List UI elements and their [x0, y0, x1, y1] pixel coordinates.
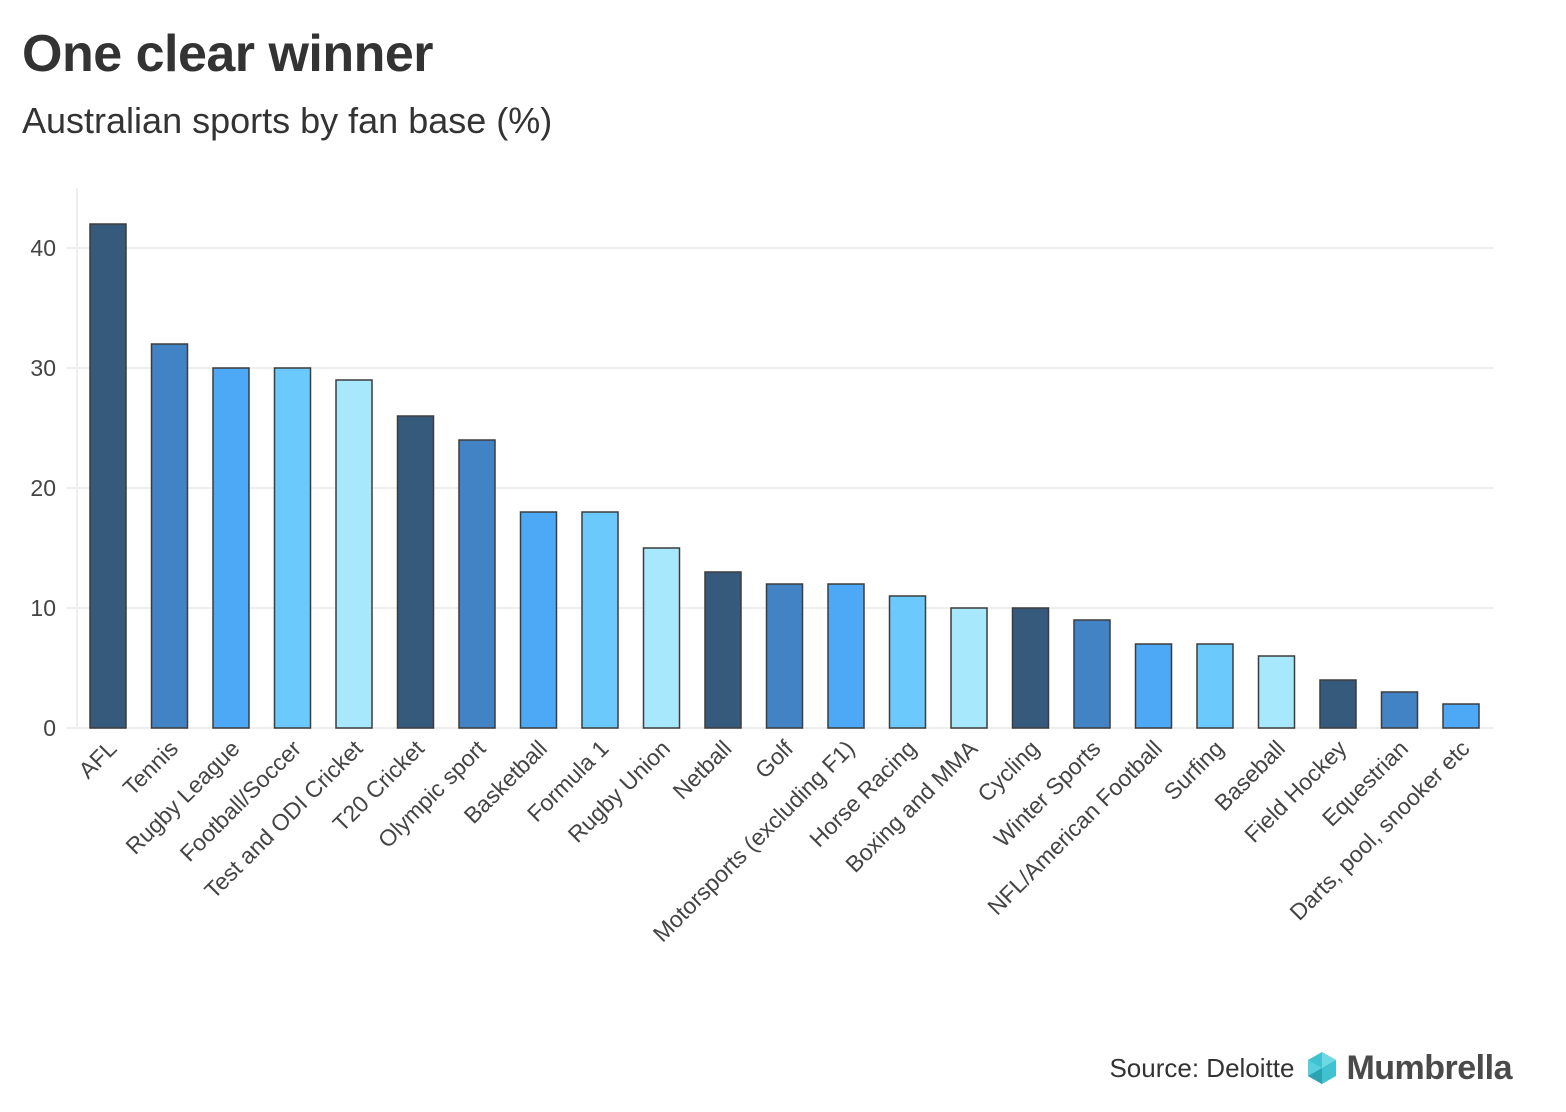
chart-subtitle: Australian sports by fan base (%) [22, 100, 553, 141]
bar [519, 511, 558, 729]
bar [642, 547, 681, 729]
bar [950, 607, 988, 729]
bar [1196, 643, 1234, 729]
bar [458, 439, 496, 729]
mumbrella-logo-icon [1308, 1052, 1337, 1084]
bar [704, 571, 742, 729]
bar [765, 583, 804, 729]
bar [827, 583, 865, 729]
bars [89, 223, 1480, 729]
bar [335, 379, 373, 729]
bar [150, 343, 189, 729]
bar [1380, 691, 1419, 729]
bar [212, 367, 250, 729]
bar [1257, 655, 1296, 729]
footer: Source: Deloitte Mumbrella [1109, 1044, 1512, 1092]
bar [1319, 679, 1357, 729]
bar [581, 511, 619, 729]
bar [888, 595, 927, 729]
x-tick-label: Olympic sport [373, 735, 491, 853]
y-tick-label: 10 [30, 595, 56, 621]
brand-logo-text: Mumbrella [1346, 1048, 1512, 1087]
bar [89, 223, 127, 729]
chart-title: One clear winner [22, 25, 434, 83]
source-credit: Source: Deloitte [1109, 1052, 1295, 1083]
bar [1011, 607, 1050, 729]
bar [1073, 619, 1111, 729]
bar [1442, 703, 1480, 729]
y-tick-label: 0 [43, 715, 56, 741]
bar [273, 367, 312, 729]
x-tick-label: Golf [750, 735, 799, 784]
bar [396, 415, 435, 729]
x-tick-label: Winter Sports [989, 735, 1106, 852]
y-tick-label: 20 [30, 475, 56, 501]
x-tick-label: Netball [668, 735, 737, 804]
y-tick-label: 30 [30, 355, 56, 381]
bar [1134, 643, 1173, 729]
x-tick-label: AFL [73, 735, 121, 783]
x-tick-label: Horse Racing [804, 735, 921, 852]
y-axis-ticks: 0 10 20 30 40 [30, 235, 56, 741]
y-tick-label: 40 [30, 235, 56, 261]
